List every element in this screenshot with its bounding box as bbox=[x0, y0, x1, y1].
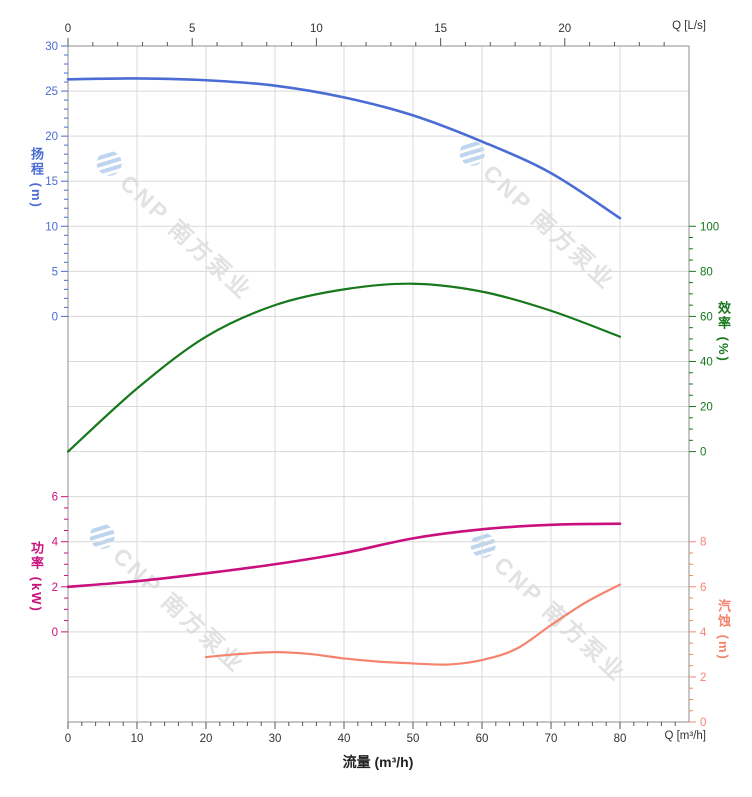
npsh-axis-title: 汽蚀 (m) bbox=[716, 599, 731, 661]
power-axis bbox=[61, 496, 68, 633]
power-tick-label: 4 bbox=[52, 537, 59, 549]
top-axis-tick-label: 5 bbox=[189, 23, 195, 35]
efficiency-tick-label: 100 bbox=[700, 221, 719, 233]
head-tick-label: 20 bbox=[45, 131, 58, 143]
bottom-axis-tick-label: 20 bbox=[200, 733, 213, 745]
power-curve bbox=[66, 522, 622, 589]
bottom-axis-unit-label: Q [m³/h] bbox=[664, 730, 706, 742]
grid-lines bbox=[68, 46, 689, 722]
top-axis-tick-label: 15 bbox=[434, 23, 447, 35]
bottom-axis-tick-label: 50 bbox=[407, 733, 420, 745]
power-axis-title: 功率 (kW) bbox=[29, 541, 44, 613]
power-tick-label: 2 bbox=[52, 582, 58, 594]
bottom-axis-tick-label: 40 bbox=[338, 733, 351, 745]
top-axis-tick-label: 10 bbox=[310, 23, 323, 35]
efficiency-tick-label: 80 bbox=[700, 266, 713, 278]
head-tick-label: 30 bbox=[45, 41, 58, 53]
top-axis-unit-label: Q [L/s] bbox=[672, 20, 706, 32]
efficiency-axis bbox=[689, 225, 696, 453]
bottom-axis-tick-label: 80 bbox=[614, 733, 627, 745]
npsh-tick-label: 4 bbox=[700, 627, 707, 639]
efficiency-tick-label: 60 bbox=[700, 311, 713, 323]
npsh-axis bbox=[689, 541, 696, 723]
npsh-tick-label: 6 bbox=[700, 582, 706, 594]
head-tick-label: 5 bbox=[52, 266, 58, 278]
flow-axis-title: 流量 (m³/h) bbox=[342, 754, 414, 770]
head-tick-label: 10 bbox=[45, 221, 58, 233]
bottom-axis-tick-label: 70 bbox=[545, 733, 558, 745]
power-tick-label: 0 bbox=[52, 627, 58, 639]
top-axis-tick-label: 20 bbox=[558, 23, 571, 35]
efficiency-tick-label: 40 bbox=[700, 356, 713, 368]
bottom-axis-tick-label: 10 bbox=[131, 733, 144, 745]
head-curve bbox=[66, 77, 622, 220]
plot-border bbox=[67, 45, 690, 723]
efficiency-tick-label: 0 bbox=[700, 447, 706, 459]
power-tick-label: 6 bbox=[52, 492, 58, 504]
top-axis-tick-label: 0 bbox=[65, 23, 71, 35]
npsh-curve bbox=[204, 583, 622, 666]
head-tick-label: 0 bbox=[52, 311, 58, 323]
efficiency-curve bbox=[66, 282, 622, 453]
head-axis-title: 扬程 (m) bbox=[29, 147, 44, 209]
head-axis bbox=[61, 45, 68, 317]
bottom-axis-tick-label: 30 bbox=[269, 733, 282, 745]
npsh-tick-label: 2 bbox=[700, 672, 706, 684]
head-tick-label: 25 bbox=[45, 86, 58, 98]
npsh-tick-label: 0 bbox=[700, 717, 706, 729]
efficiency-tick-label: 20 bbox=[700, 402, 713, 414]
bottom-axis-tick-label: 0 bbox=[65, 733, 71, 745]
top-axis bbox=[67, 38, 665, 46]
head-tick-label: 15 bbox=[45, 176, 58, 188]
npsh-tick-label: 8 bbox=[700, 537, 706, 549]
bottom-axis bbox=[67, 722, 676, 729]
efficiency-axis-title: 效率 (%) bbox=[716, 301, 731, 363]
bottom-axis-tick-label: 60 bbox=[476, 733, 489, 745]
